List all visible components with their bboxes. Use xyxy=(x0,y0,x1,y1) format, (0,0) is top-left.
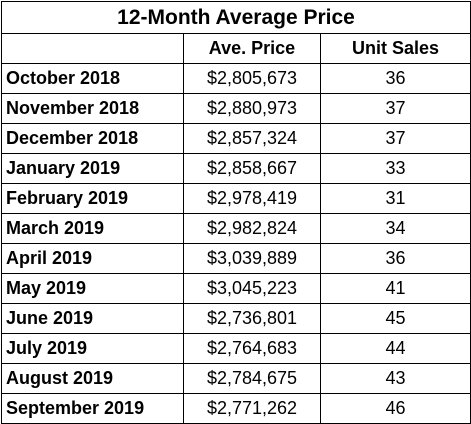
table-row: March 2019 $2,982,824 34 xyxy=(1,213,471,244)
unit-sales-cell: 43 xyxy=(320,363,471,394)
table-row: April 2019 $3,039,889 36 xyxy=(1,243,471,274)
table-row: September 2019 $2,771,262 46 xyxy=(1,393,471,424)
header-ave-price: Ave. Price xyxy=(183,33,321,64)
ave-price-cell: $2,982,824 xyxy=(183,213,321,244)
table-row: December 2018 $2,857,324 37 xyxy=(1,123,471,154)
table-row: January 2019 $2,858,667 33 xyxy=(1,153,471,184)
ave-price-cell: $3,045,223 xyxy=(183,273,321,304)
month-cell: December 2018 xyxy=(1,123,184,154)
month-cell: July 2019 xyxy=(1,333,184,364)
month-cell: February 2019 xyxy=(1,183,184,214)
unit-sales-cell: 45 xyxy=(320,303,471,334)
unit-sales-cell: 34 xyxy=(320,213,471,244)
title-row: 12-Month Average Price xyxy=(1,1,471,34)
month-cell: August 2019 xyxy=(1,363,184,394)
unit-sales-cell: 36 xyxy=(320,243,471,274)
ave-price-cell: $2,784,675 xyxy=(183,363,321,394)
table-row: October 2018 $2,805,673 36 xyxy=(1,63,471,94)
table-row: February 2019 $2,978,419 31 xyxy=(1,183,471,214)
unit-sales-cell: 37 xyxy=(320,123,471,154)
header-unit-sales: Unit Sales xyxy=(320,33,471,64)
table-row: November 2018 $2,880,973 37 xyxy=(1,93,471,124)
unit-sales-cell: 46 xyxy=(320,393,471,424)
unit-sales-cell: 44 xyxy=(320,333,471,364)
month-cell: November 2018 xyxy=(1,93,184,124)
unit-sales-cell: 33 xyxy=(320,153,471,184)
table-row: May 2019 $3,045,223 41 xyxy=(1,273,471,304)
ave-price-cell: $2,978,419 xyxy=(183,183,321,214)
table-row: July 2019 $2,764,683 44 xyxy=(1,333,471,364)
ave-price-cell: $2,858,667 xyxy=(183,153,321,184)
header-row: Ave. Price Unit Sales xyxy=(1,33,471,64)
month-cell: January 2019 xyxy=(1,153,184,184)
month-cell: September 2019 xyxy=(1,393,184,424)
unit-sales-cell: 41 xyxy=(320,273,471,304)
header-month xyxy=(1,33,184,64)
ave-price-cell: $2,880,973 xyxy=(183,93,321,124)
ave-price-cell: $3,039,889 xyxy=(183,243,321,274)
unit-sales-cell: 36 xyxy=(320,63,471,94)
ave-price-cell: $2,771,262 xyxy=(183,393,321,424)
month-cell: October 2018 xyxy=(1,63,184,94)
month-cell: April 2019 xyxy=(1,243,184,274)
month-cell: May 2019 xyxy=(1,273,184,304)
month-cell: March 2019 xyxy=(1,213,184,244)
table-title: 12-Month Average Price xyxy=(1,1,471,34)
table-row: August 2019 $2,784,675 43 xyxy=(1,363,471,394)
unit-sales-cell: 31 xyxy=(320,183,471,214)
unit-sales-cell: 37 xyxy=(320,93,471,124)
month-cell: June 2019 xyxy=(1,303,184,334)
table-row: June 2019 $2,736,801 45 xyxy=(1,303,471,334)
ave-price-cell: $2,736,801 xyxy=(183,303,321,334)
ave-price-cell: $2,764,683 xyxy=(183,333,321,364)
ave-price-cell: $2,857,324 xyxy=(183,123,321,154)
ave-price-cell: $2,805,673 xyxy=(183,63,321,94)
